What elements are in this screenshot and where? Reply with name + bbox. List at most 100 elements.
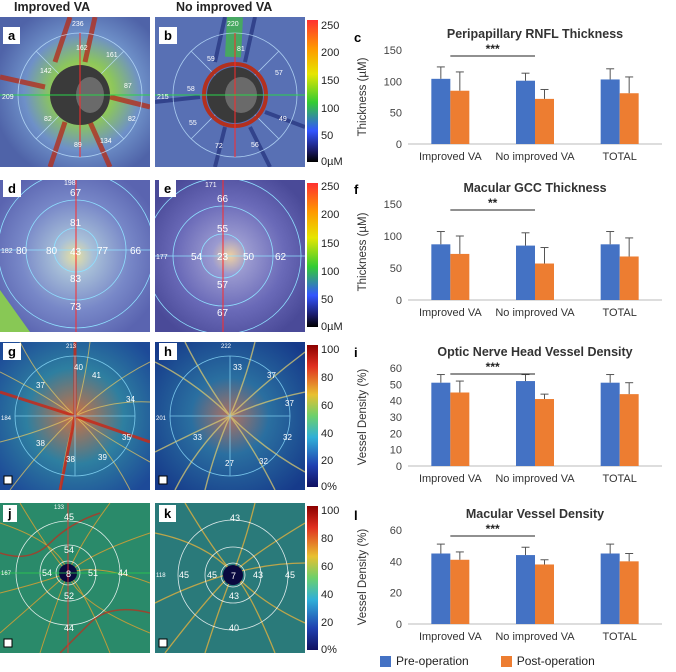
x-tick-label: No improved VA (495, 473, 575, 485)
img-g-top-value: 213 (66, 344, 77, 350)
x-tick-label: Improved VA (419, 307, 482, 319)
chart-title: Optic Nerve Head Vessel Density (437, 345, 632, 359)
y-tick-label: 20 (390, 588, 402, 600)
img-a-sector: 162 (76, 45, 88, 52)
panel-label-f: f (354, 182, 359, 197)
bar-pre (600, 79, 620, 144)
img-g-sector: 41 (92, 371, 101, 380)
x-tick-label: No improved VA (495, 151, 575, 163)
significance-label: *** (486, 42, 500, 56)
img-b-sector: 72 (215, 143, 223, 150)
y-axis-label: Thickness (µM) (357, 212, 369, 291)
image-k-macular-vessel-map: 118 43 45 45 7 43 43 45 40 (155, 503, 305, 653)
scale-tick: 0µM (321, 156, 343, 167)
img-j-left-value: 167 (1, 571, 12, 577)
x-tick-label: Improved VA (419, 473, 482, 485)
y-tick-label: 150 (384, 199, 402, 211)
y-tick-label: 0 (396, 139, 402, 151)
y-axis-label: Vessel Density (%) (357, 369, 369, 466)
y-tick-label: 0 (396, 619, 402, 631)
image-b-rnfl-map: 220 215 81 59 57 58 55 49 72 56 (155, 17, 305, 167)
img-e-sector: 54 (191, 252, 203, 263)
panel-label-k: k (159, 505, 177, 522)
thickness-color-scale-1: 250 200 150 100 50 0µM (307, 20, 343, 167)
img-k-sector: 40 (229, 623, 239, 633)
panel-label-c: c (354, 30, 362, 45)
img-d-sector: 80 (16, 246, 28, 257)
y-tick-label: 100 (384, 76, 402, 88)
img-e-sector: 23 (217, 252, 229, 263)
image-j-macular-vessel-map: 133 167 45 54 54 8 51 44 52 44 (0, 503, 150, 653)
img-d-sector: 66 (130, 246, 142, 257)
y-tick-label: 150 (384, 45, 402, 57)
chart-onh-vessel-density: Optic Nerve Head Vessel Density Vessel De… (357, 345, 662, 485)
img-j-sector: 54 (64, 545, 74, 555)
chart-title: Peripapillary RNFL Thickness (447, 27, 623, 41)
img-g-sector: 35 (122, 433, 131, 442)
img-a-left-value: 209 (2, 94, 14, 101)
chart-gcc-thickness: Macular GCC Thickness Thickness (µM) 0 50 10… (357, 181, 662, 319)
image-e-gcc-map: 171 177 66 55 54 23 50 62 57 67 (155, 180, 305, 332)
img-j-sector: 8 (66, 569, 71, 579)
img-a-sector: 89 (74, 142, 82, 149)
chart-rnfl-thickness: Peripapillary RNFL Thickness Thickness (µ… (357, 27, 662, 163)
scale-tick: 0% (321, 481, 337, 492)
bar-post (619, 256, 639, 300)
img-b-sector: 81 (237, 46, 245, 53)
y-tick-label: 20 (390, 428, 402, 440)
panel-label-b: b (159, 27, 177, 44)
chart-title: Macular Vessel Density (466, 507, 604, 521)
img-d-sector: 77 (97, 246, 109, 257)
img-a-sector: 87 (124, 83, 132, 90)
y-tick-label: 60 (390, 525, 402, 537)
bar-post (619, 394, 639, 466)
img-a-sector: 134 (100, 138, 112, 145)
scale-tick: 20 (321, 617, 333, 629)
y-tick-label: 40 (390, 556, 402, 568)
y-axis-label: Vessel Density (%) (357, 529, 369, 626)
img-h-sector: 27 (225, 459, 234, 468)
img-b-sector: 49 (279, 116, 287, 123)
y-tick-label: 0 (396, 295, 402, 307)
bar-pre (431, 382, 451, 466)
scale-tick: 250 (321, 20, 339, 32)
img-e-sector: 67 (217, 308, 229, 319)
img-g-sector: 39 (98, 453, 107, 462)
scale-tick: 200 (321, 47, 339, 59)
legend-swatch-pre (380, 655, 391, 667)
img-h-left-value: 201 (156, 416, 167, 422)
img-a-sector: 142 (40, 68, 52, 75)
img-h-sector: 37 (285, 399, 294, 408)
y-tick-label: 10 (390, 445, 402, 457)
img-k-sector: 45 (179, 570, 189, 580)
img-b-sector: 57 (275, 70, 283, 77)
img-k-left-value: 118 (156, 573, 166, 579)
img-d-sector: 80 (46, 246, 58, 257)
img-k-sector: 7 (231, 571, 236, 581)
legend-label-post: Post-operation (516, 654, 595, 668)
thickness-color-scale-2: 250 200 150 100 50 0µM (307, 181, 343, 332)
img-d-top-value: 198 (64, 180, 76, 187)
img-b-sector: 58 (187, 86, 195, 93)
chart-macular-vessel-density: Macular Vessel Density Vessel Density (%)… (357, 507, 662, 643)
img-j-sector: 54 (42, 568, 52, 578)
img-g-sector: 34 (126, 395, 135, 404)
x-tick-label: Improved VA (419, 631, 482, 643)
img-b-sector: 59 (207, 56, 215, 63)
panel-label-a: a (3, 27, 21, 44)
img-j-sector: 44 (64, 623, 74, 633)
scale-tick: 60 (321, 400, 333, 412)
img-a-sector: 82 (128, 116, 136, 123)
img-j-sector: 52 (64, 591, 74, 601)
scale-tick: 250 (321, 181, 339, 193)
scale-tick: 0% (321, 644, 337, 655)
bar-post (450, 253, 470, 300)
bar-post (619, 561, 639, 624)
img-h-top-value: 222 (221, 344, 232, 350)
img-g-sector: 40 (74, 363, 83, 372)
panel-label-i: i (354, 345, 358, 360)
header-improved-va: Improved VA (14, 0, 91, 14)
scale-tick: 20 (321, 455, 333, 467)
scale-tick: 150 (321, 75, 339, 87)
img-h-sector: 32 (259, 457, 268, 466)
